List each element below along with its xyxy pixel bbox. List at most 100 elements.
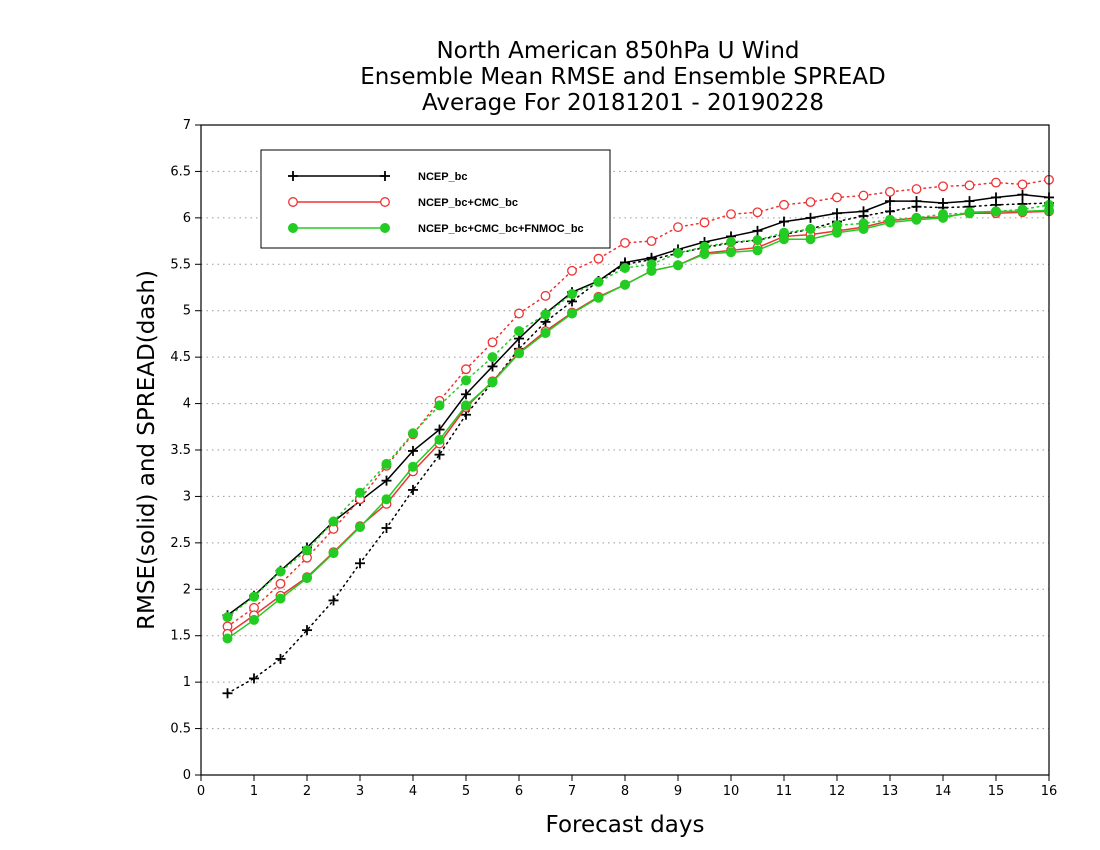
rmse-point [779, 234, 790, 245]
rmse-point [328, 548, 339, 559]
y-tick-label: 4 [183, 397, 191, 412]
rmse-point [222, 633, 233, 644]
rmse-point [567, 308, 578, 319]
legend-label: NCEP_bc [418, 171, 468, 183]
x-tick-label: 6 [515, 784, 523, 799]
legend-item-1: NCEP_bc+CMC_bc [288, 197, 518, 209]
spread-point [434, 400, 445, 411]
rmse-point [673, 260, 684, 271]
rmse-point [301, 573, 312, 584]
rmse-point [805, 212, 816, 223]
spread-point [302, 625, 312, 636]
rmse-point [487, 377, 498, 388]
x-tick-label: 0 [197, 784, 205, 799]
axes: 00.511.522.533.544.555.566.570 1 2 3 4 5 6 7 8 9 1… [170, 118, 1057, 799]
spread-point [328, 595, 339, 606]
rmse-point [911, 214, 922, 225]
y-tick-label: 4.5 [170, 350, 191, 365]
gridlines [201, 170, 1049, 730]
spread-point [885, 206, 895, 217]
rmse-point [726, 247, 737, 258]
spread-point [805, 223, 816, 234]
legend-marker [288, 197, 298, 207]
spread-point [249, 673, 259, 684]
rmse-point [938, 198, 948, 208]
x-tick-label: 4 [409, 784, 417, 799]
y-tick-label: 2.5 [170, 536, 191, 551]
y-tick-label: 6.5 [170, 164, 191, 179]
y-tick-label: 3.5 [170, 443, 191, 458]
spread-point [461, 364, 471, 375]
legend-marker [380, 197, 390, 207]
x-tick-label: 8 [621, 784, 629, 799]
rmse-point [832, 208, 842, 219]
legend-item-2: NCEP_bc+CMC_bc+FNMOC_bc [287, 222, 584, 235]
x-tick-label: 14 [935, 784, 952, 799]
series-layer [222, 174, 1055, 699]
spread-point [460, 375, 471, 386]
spread-point [381, 523, 392, 533]
chart-title: North American 850hPa U Wind Ensemble Me… [360, 38, 885, 116]
rmse-point [858, 206, 869, 217]
spread-point [567, 265, 577, 276]
rmse-point [991, 192, 1001, 203]
rmse-point [514, 348, 525, 359]
legend-marker [287, 222, 298, 233]
rmse-point [460, 400, 471, 411]
spread-point [752, 235, 763, 246]
spread-point [620, 237, 630, 248]
x-tick-label: 9 [674, 784, 682, 799]
spread-point [911, 184, 922, 195]
spread-point [487, 352, 498, 363]
rmse-point [805, 234, 816, 245]
y-tick-label: 3 [183, 489, 191, 504]
spread-point [487, 337, 498, 348]
rmse-point [911, 196, 922, 207]
x-tick-label: 7 [568, 784, 576, 799]
rmse-point [381, 494, 392, 505]
spread-point [832, 192, 842, 203]
spread-point [407, 428, 418, 439]
legend-item-0: NCEP_bc [288, 171, 468, 183]
spread-point [620, 262, 631, 273]
spread-point [248, 591, 259, 602]
y-axis-label: RMSE(solid) and SPREAD(dash) [134, 270, 160, 630]
rmse-point [885, 196, 895, 207]
spread-point [275, 653, 286, 664]
rmse-point [248, 614, 259, 625]
rmse-point [461, 389, 471, 400]
x-tick-label: 3 [356, 784, 364, 799]
rmse-point [381, 475, 392, 486]
spread-point [434, 449, 445, 460]
rmse-point [1017, 189, 1028, 200]
legend-box [260, 149, 611, 249]
rmse-point [593, 292, 604, 303]
rmse-point [275, 593, 286, 604]
spread-line [226, 204, 1050, 618]
spread-point [991, 177, 1001, 188]
rmse-point [885, 217, 896, 228]
x-tick-label: 10 [723, 784, 740, 799]
rmse-point [354, 522, 365, 533]
spread-point [673, 248, 684, 259]
spread-point [593, 276, 604, 287]
rmse-point [752, 245, 763, 256]
legend-label: NCEP_bc+CMC_bc [418, 197, 518, 209]
spread-point [858, 190, 869, 201]
legend-marker [288, 171, 298, 181]
rmse-point [964, 207, 975, 218]
spread-point [805, 197, 816, 208]
spread-point [964, 180, 975, 191]
rmse-point [407, 461, 418, 472]
spread-point [355, 558, 365, 569]
legend-marker [379, 222, 390, 233]
rmse-point [408, 445, 418, 456]
y-tick-label: 1 [183, 675, 191, 690]
spread-point [275, 578, 286, 589]
rmse-point [964, 196, 975, 207]
x-tick-label: 13 [882, 784, 899, 799]
x-tick-label: 1 [250, 784, 258, 799]
spread-point [354, 487, 365, 498]
legend: NCEP_bc NCEP_bc+CMC_bc NCEP_bc+CMC_bc+FNMO… [260, 149, 611, 249]
